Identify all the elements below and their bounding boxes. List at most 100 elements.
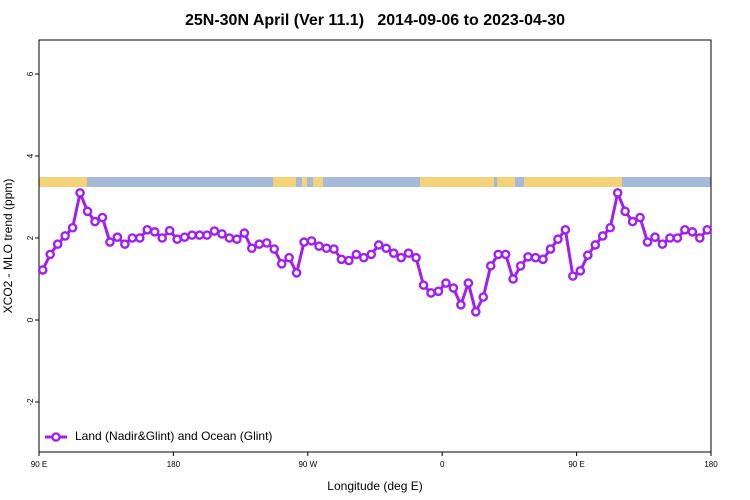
x-tick-label: 180 <box>704 460 718 469</box>
data-point <box>366 249 377 260</box>
data-point <box>568 271 578 281</box>
data-point <box>299 237 309 247</box>
data-point <box>351 249 362 260</box>
data-point <box>254 239 265 249</box>
data-point <box>373 240 384 250</box>
x-tick-label: 90 W <box>298 460 317 469</box>
x-tick-label: 180 <box>167 460 181 469</box>
data-point <box>538 254 548 265</box>
data-point <box>523 252 533 262</box>
data-point <box>149 227 160 237</box>
data-point <box>650 232 660 242</box>
data-point <box>575 266 586 276</box>
data-point <box>179 232 190 242</box>
data-point <box>627 216 638 227</box>
legend-label: Land (Nadir&Glint) and Ocean (Glint) <box>75 429 272 443</box>
data-point <box>344 255 354 266</box>
x-axis-label: Longitude (deg E) <box>327 479 422 493</box>
data-point <box>291 268 302 278</box>
data-point <box>702 225 713 235</box>
data-point <box>134 233 145 243</box>
data-point <box>164 225 175 236</box>
data-point <box>60 231 70 241</box>
data-point <box>314 241 324 252</box>
data-point <box>478 292 489 302</box>
data-point <box>209 226 220 236</box>
data-point <box>493 249 504 260</box>
chart-title: 25N-30N April (Ver 11.1) 2014-09-06 to 2… <box>185 12 565 29</box>
data-point <box>381 243 392 254</box>
data-point <box>620 206 630 217</box>
data-point <box>433 286 444 297</box>
data-point <box>500 249 511 260</box>
data-point <box>90 216 100 227</box>
data-point <box>665 233 675 243</box>
data-point <box>112 232 123 242</box>
data-point <box>418 280 429 290</box>
y-tick-label: 2 <box>26 235 35 240</box>
data-point <box>306 236 317 246</box>
data-point <box>545 244 556 254</box>
y-axis-label: XCO2 - MLO trend (ppm) <box>1 179 15 314</box>
data-point <box>157 233 167 243</box>
data-point <box>329 244 339 254</box>
data-point <box>239 228 250 238</box>
data-point <box>358 252 369 263</box>
data-point <box>75 188 85 198</box>
data-point <box>142 225 153 235</box>
data-point <box>642 237 653 247</box>
x-tick-label: 90 E <box>568 460 584 469</box>
data-point <box>553 234 563 245</box>
data-point <box>515 261 526 271</box>
data-point <box>187 230 197 240</box>
data-point <box>232 234 242 245</box>
data-point <box>82 206 93 217</box>
data-point <box>52 239 63 249</box>
data-point <box>261 238 272 248</box>
data-point <box>470 306 481 317</box>
data-point <box>463 278 474 288</box>
data-point <box>172 234 182 245</box>
data-point <box>45 249 56 260</box>
y-tick-label: -2 <box>26 398 35 406</box>
data-point <box>284 252 294 263</box>
data-point <box>687 227 698 237</box>
data-point <box>411 252 421 263</box>
data-point <box>672 233 683 243</box>
data-point <box>635 212 645 223</box>
data-point <box>202 230 212 240</box>
data-point <box>194 230 205 240</box>
y-tick-label: 4 <box>26 153 35 158</box>
data-point <box>508 274 518 284</box>
data-point <box>120 239 130 249</box>
data-point <box>448 283 459 293</box>
data-point <box>590 240 601 250</box>
data-point <box>403 248 414 258</box>
data-point <box>560 225 571 235</box>
data-point <box>97 212 108 223</box>
data-point <box>276 259 287 269</box>
data-point <box>612 188 623 198</box>
data-point <box>217 229 227 239</box>
data-point <box>597 231 608 241</box>
data-point <box>583 250 593 261</box>
data-point <box>456 300 466 310</box>
data-point <box>695 233 705 243</box>
legend-marker <box>51 432 61 442</box>
data-point <box>426 288 436 298</box>
data-point <box>321 243 332 254</box>
data-point <box>269 244 280 254</box>
data-point <box>396 252 406 263</box>
y-tick-label: 6 <box>26 71 35 76</box>
data-point <box>224 233 235 243</box>
data-point <box>485 261 496 271</box>
data-point <box>67 222 78 233</box>
data-point <box>657 239 668 249</box>
data-point <box>105 237 115 247</box>
x-tick-label: 0 <box>440 460 445 469</box>
land-ocean-strip <box>39 177 711 187</box>
data-point <box>246 243 257 254</box>
data-point <box>605 222 616 233</box>
data-point <box>388 248 399 258</box>
